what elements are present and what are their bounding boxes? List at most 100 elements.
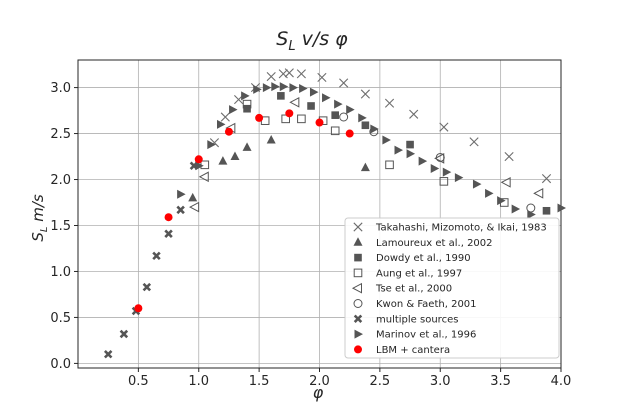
data-point — [339, 78, 349, 88]
data-point — [262, 83, 272, 93]
data-point — [277, 92, 285, 100]
data-point — [307, 102, 315, 110]
y-tick-label: 0.5 — [50, 311, 71, 326]
data-point — [439, 177, 449, 186]
data-point — [541, 174, 552, 184]
data-point — [360, 162, 370, 172]
chart-title-main: S — [276, 28, 288, 50]
series-8 — [134, 109, 354, 313]
legend-item: LBM + cantera — [354, 345, 450, 356]
data-point — [504, 151, 514, 162]
legend-label: Marinov et al., 1996 — [376, 330, 476, 341]
y-axis-label-rest: m/s — [29, 194, 47, 226]
data-point — [331, 111, 339, 119]
data-point — [119, 329, 129, 339]
data-point — [289, 96, 300, 108]
chart-title: SL v/s φ — [276, 28, 348, 54]
data-point — [164, 213, 173, 222]
legend-marker — [353, 314, 363, 324]
data-point — [334, 99, 343, 109]
legend-item: Lamoureux et al., 2002 — [353, 237, 493, 249]
legend-item: Kwon & Faeth, 2001 — [353, 299, 477, 310]
y-axis-label: SL m/s — [29, 194, 50, 242]
series-7 — [177, 82, 566, 219]
series-4 — [189, 96, 544, 213]
data-point — [242, 99, 252, 109]
legend-item: Aung et al., 1997 — [353, 268, 462, 279]
data-point — [224, 127, 233, 136]
legend-item: Tse et al., 2000 — [351, 282, 452, 295]
x-tick-label: 2.5 — [370, 374, 391, 389]
data-point — [134, 304, 143, 313]
legend-marker — [353, 237, 363, 246]
legend-marker — [354, 345, 362, 354]
legend-label: Takahashi, Mizomoto, & Ikai, 1983 — [375, 223, 547, 234]
y-tick-label: 2.5 — [50, 127, 71, 142]
legend-label: Lamoureux et al., 2002 — [376, 238, 493, 249]
x-axis-label: φ — [313, 383, 324, 402]
data-layer — [103, 68, 566, 359]
data-point — [241, 91, 250, 101]
data-point — [485, 188, 494, 198]
x-tick-label: 1.0 — [188, 374, 209, 389]
legend-item: multiple sources — [353, 314, 458, 325]
data-point — [176, 205, 185, 215]
data-point — [439, 122, 449, 132]
data-point — [188, 192, 198, 202]
data-point — [317, 72, 327, 83]
data-point — [418, 156, 428, 166]
data-point — [289, 83, 298, 93]
data-point — [103, 349, 113, 359]
data-point — [394, 145, 403, 155]
x-tick-label: 3.0 — [430, 374, 451, 389]
series-0 — [209, 68, 552, 184]
x-tick-label: 0.5 — [128, 374, 149, 389]
data-point — [284, 68, 294, 78]
legend-marker — [353, 268, 363, 278]
data-point — [409, 109, 419, 119]
data-point — [296, 69, 306, 79]
data-point — [297, 114, 306, 124]
data-point — [527, 209, 536, 219]
chart-title-sub: L — [288, 39, 295, 54]
series-3 — [200, 99, 509, 207]
data-point — [164, 229, 173, 238]
data-point — [299, 84, 308, 94]
data-point — [255, 113, 264, 122]
data-point — [266, 71, 276, 82]
y-tick-label: 2.0 — [50, 173, 71, 188]
data-point — [330, 126, 340, 136]
data-point — [229, 105, 238, 115]
legend: Takahashi, Mizomoto, & Ikai, 1983 Lamoure… — [344, 217, 560, 359]
legend-items: Takahashi, Mizomoto, & Ikai, 1983 Lamoure… — [351, 222, 547, 356]
data-point — [315, 118, 324, 127]
data-point — [200, 160, 210, 170]
x-tick-label: 2.0 — [309, 374, 330, 389]
legend-label: Aung et al., 1997 — [376, 268, 462, 279]
legend-marker — [353, 222, 363, 232]
grid-layer — [78, 60, 562, 368]
chart-title-rest: v/s φ — [296, 28, 349, 50]
legend-label: Dowdy et al., 1990 — [376, 253, 471, 264]
legend-marker — [353, 299, 363, 308]
data-point — [152, 251, 161, 261]
data-point — [346, 105, 355, 115]
legend-marker — [351, 282, 362, 294]
data-point — [435, 152, 445, 162]
data-point — [279, 82, 289, 92]
data-point — [557, 203, 566, 213]
y-axis-label-sub: L — [39, 227, 50, 233]
data-point — [442, 167, 452, 177]
data-point — [339, 112, 349, 122]
data-point — [533, 187, 544, 199]
legend-item: Marinov et al., 1996 — [354, 329, 476, 341]
data-point — [198, 171, 209, 183]
data-point — [542, 206, 551, 215]
y-tick-label: 1.0 — [50, 265, 71, 280]
data-point — [189, 201, 200, 213]
y-axis-label-main: S — [29, 232, 47, 242]
data-point — [384, 98, 395, 108]
data-point — [406, 140, 414, 149]
data-point — [218, 156, 228, 165]
